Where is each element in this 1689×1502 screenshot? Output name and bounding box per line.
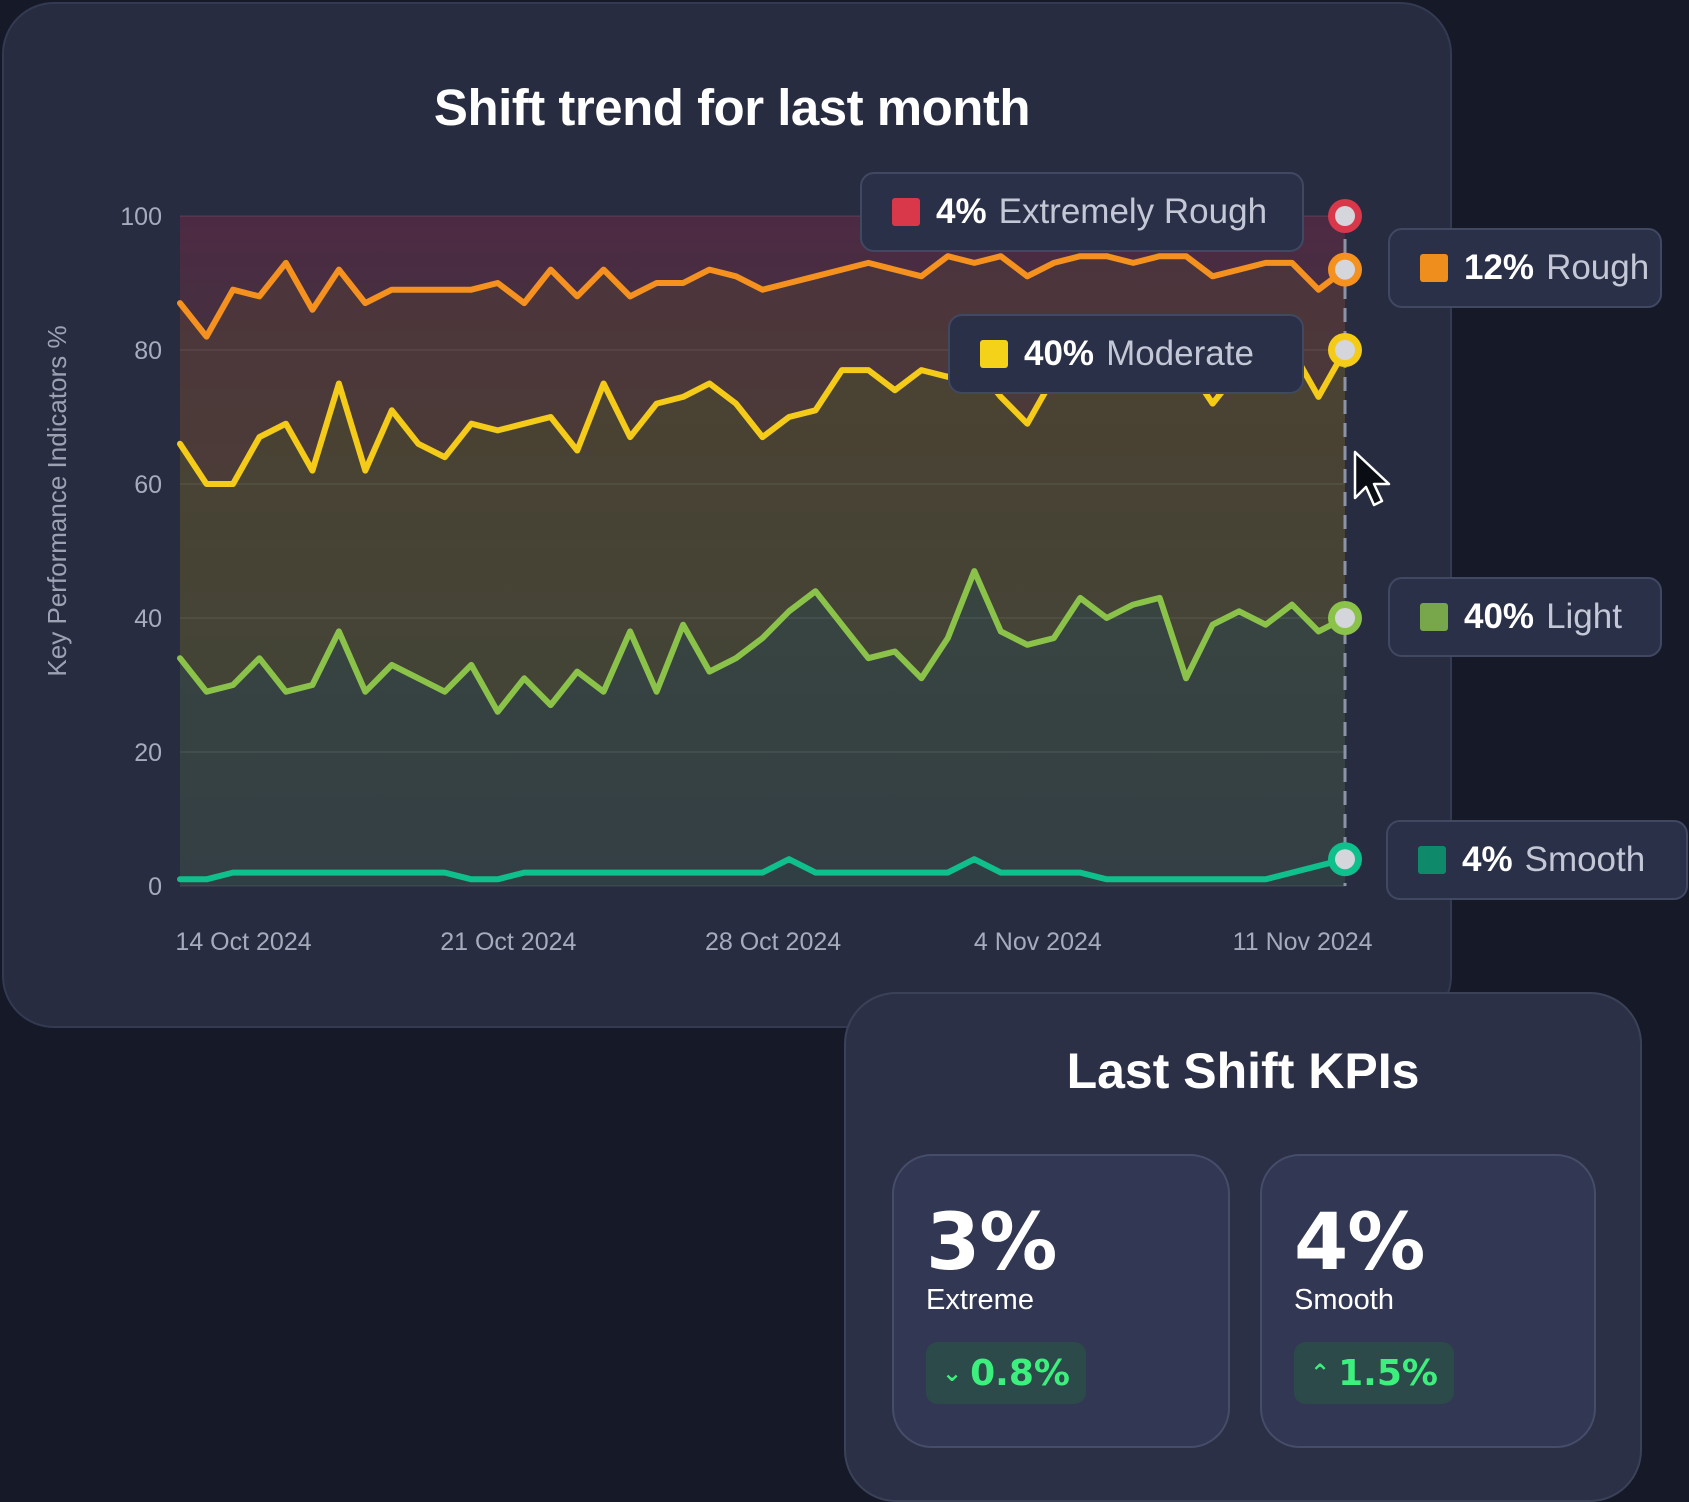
mouse-pointer-icon bbox=[1353, 450, 1391, 507]
series-line-light bbox=[177, 568, 1348, 715]
marker-core bbox=[1335, 608, 1355, 628]
series-line-rough bbox=[177, 253, 1348, 340]
band-light bbox=[180, 571, 1345, 880]
swatch-smooth bbox=[1418, 846, 1446, 874]
y-tick-label: 100 bbox=[120, 203, 162, 231]
kpi-value: 4% bbox=[1294, 1198, 1425, 1288]
legend-pill-moderate[interactable]: 40% Moderate bbox=[948, 314, 1304, 394]
kpi-delta-badge: ⌄ 0.8% bbox=[926, 1342, 1086, 1404]
legend-pill-rough[interactable]: 12% Rough bbox=[1388, 228, 1662, 308]
chart-title: Shift trend for last month bbox=[433, 79, 1031, 136]
y-tick-label: 80 bbox=[134, 337, 162, 365]
chevron-down-icon: ⌄ bbox=[942, 1359, 963, 1387]
series-line-smooth bbox=[177, 856, 1348, 883]
x-tick-label: 4 Nov 2024 bbox=[974, 928, 1102, 956]
y-axis-ticks: 0 20 40 60 80 100 bbox=[120, 203, 162, 901]
y-tick-label: 60 bbox=[134, 471, 162, 499]
marker-core bbox=[1335, 259, 1355, 280]
swatch-extremely-rough bbox=[892, 198, 920, 226]
kpi-tile-smooth[interactable]: 4% Smooth ⌃ 1.5% bbox=[1260, 1154, 1596, 1448]
kpi-label: Smooth bbox=[1294, 1284, 1394, 1316]
chevron-up-icon: ⌃ bbox=[1310, 1359, 1331, 1387]
swatch-moderate bbox=[980, 340, 1008, 368]
swatch-rough bbox=[1420, 254, 1448, 282]
y-tick-label: 0 bbox=[148, 873, 162, 901]
kpi-delta-value: 0.8% bbox=[970, 1352, 1070, 1394]
legend-pill-light[interactable]: 40% Light bbox=[1388, 577, 1662, 657]
kpi-tile-extreme[interactable]: 3% Extreme ⌄ 0.8% bbox=[892, 1154, 1230, 1448]
x-tick-label: 11 Nov 2024 bbox=[1233, 928, 1373, 956]
hover-markers bbox=[1328, 199, 1362, 877]
legend-pill-extremely-rough[interactable]: 4% Extremely Rough bbox=[860, 172, 1304, 252]
x-tick-label: 28 Oct 2024 bbox=[705, 928, 841, 956]
x-tick-label: 14 Oct 2024 bbox=[175, 928, 311, 956]
marker-core bbox=[1335, 340, 1355, 360]
kpi-label: Extreme bbox=[926, 1284, 1034, 1316]
x-tick-label: 21 Oct 2024 bbox=[440, 928, 576, 956]
swatch-light bbox=[1420, 603, 1448, 631]
x-axis-ticks: 14 Oct 2024 21 Oct 2024 28 Oct 2024 4 Nov 2… bbox=[175, 928, 1372, 956]
band-rough bbox=[180, 256, 1345, 484]
kpi-title: Last Shift KPIs bbox=[1066, 1043, 1420, 1099]
kpi-delta-value: 1.5% bbox=[1338, 1352, 1438, 1394]
marker-core bbox=[1335, 206, 1355, 226]
kpi-value: 3% bbox=[926, 1198, 1057, 1288]
kpi-card: Last Shift KPIs 3% Extreme ⌄ 0.8% 4% Smo… bbox=[844, 992, 1642, 1502]
band-moderate bbox=[180, 350, 1345, 712]
y-tick-label: 40 bbox=[134, 605, 162, 633]
trend-chart[interactable]: 0 20 40 60 80 100 14 Oct 2024 21 Oct 2024 28 Oc… bbox=[0, 0, 1689, 1030]
y-tick-label: 20 bbox=[134, 739, 162, 767]
y-axis-title: Key Performance Indicators % bbox=[42, 325, 72, 676]
marker-core bbox=[1335, 849, 1355, 870]
kpi-delta-badge: ⌃ 1.5% bbox=[1294, 1342, 1454, 1404]
legend-pill-smooth[interactable]: 4% Smooth bbox=[1386, 820, 1688, 900]
